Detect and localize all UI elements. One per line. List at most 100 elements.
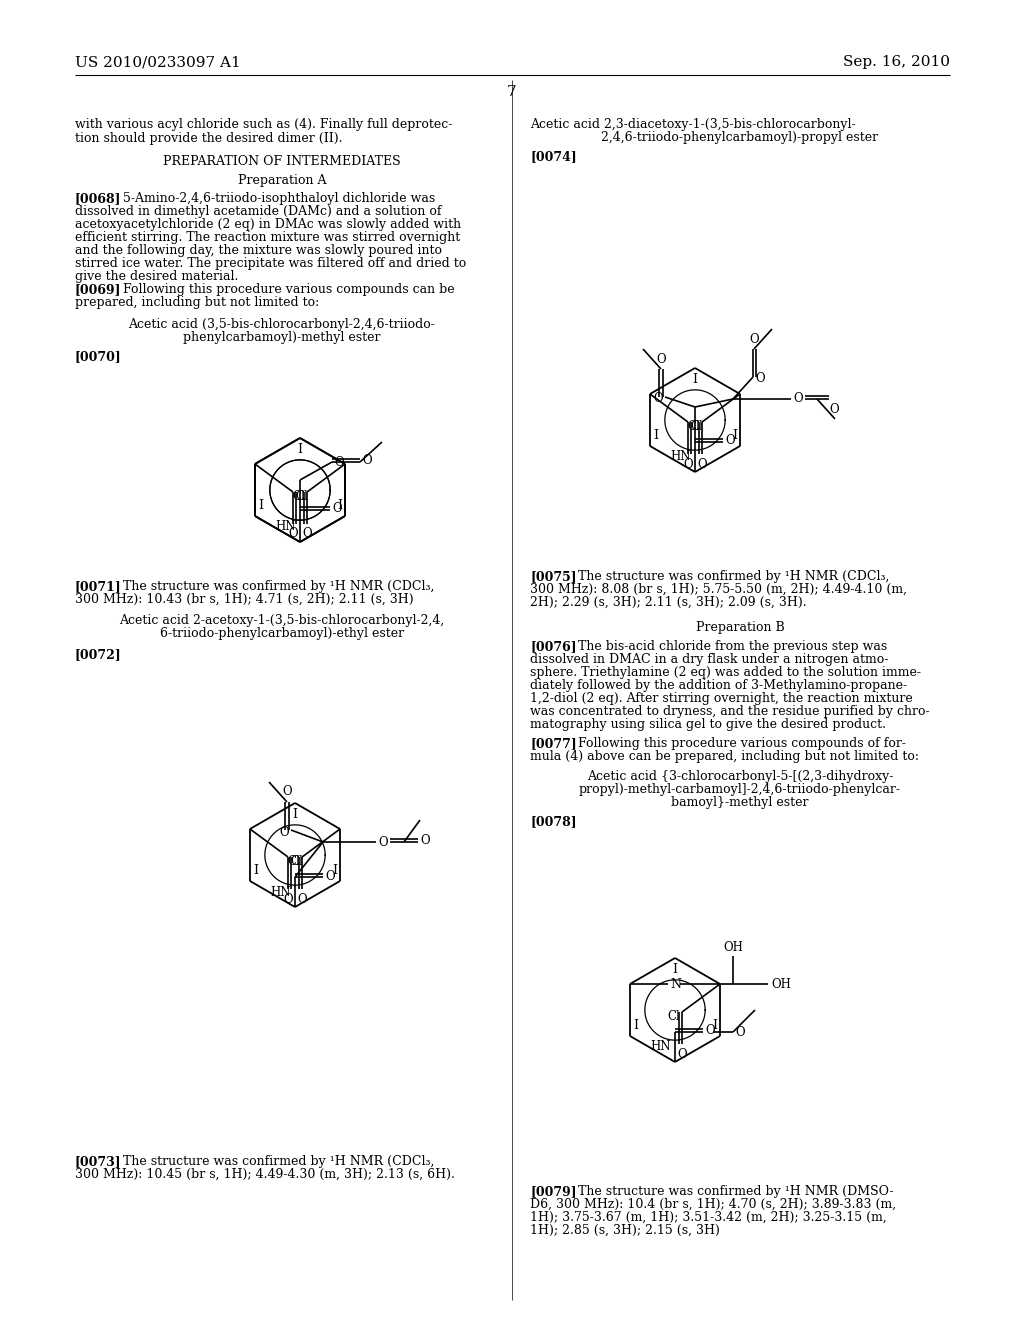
Text: [0077]: [0077] xyxy=(530,737,577,750)
Text: O: O xyxy=(829,403,839,416)
Text: N: N xyxy=(670,978,681,990)
Text: [0075]: [0075] xyxy=(530,570,577,583)
Text: O: O xyxy=(705,1024,715,1038)
Text: 5-Amino-2,4,6-triiodo-isophthaloyl dichloride was: 5-Amino-2,4,6-triiodo-isophthaloyl dichl… xyxy=(123,191,435,205)
Text: O: O xyxy=(420,834,430,847)
Text: I: I xyxy=(633,1019,638,1032)
Text: HN: HN xyxy=(650,1040,671,1053)
Text: Acetic acid {3-chlorocarbonyl-5-[(2,3-dihydroxy-: Acetic acid {3-chlorocarbonyl-5-[(2,3-di… xyxy=(587,770,893,783)
Text: Cl: Cl xyxy=(292,490,305,503)
Text: tion should provide the desired dimer (II).: tion should provide the desired dimer (I… xyxy=(75,132,342,145)
Text: I: I xyxy=(332,865,337,876)
Text: O: O xyxy=(683,458,693,471)
Text: O: O xyxy=(325,870,335,883)
Text: 1H); 2.85 (s, 3H); 2.15 (s, 3H): 1H); 2.85 (s, 3H); 2.15 (s, 3H) xyxy=(530,1224,720,1237)
Text: O: O xyxy=(302,527,312,540)
Text: mula (4) above can be prepared, including but not limited to:: mula (4) above can be prepared, includin… xyxy=(530,750,919,763)
Text: [0072]: [0072] xyxy=(75,648,122,661)
Text: [0070]: [0070] xyxy=(75,350,122,363)
Text: [0079]: [0079] xyxy=(530,1185,577,1199)
Text: O: O xyxy=(334,455,344,469)
Text: 7: 7 xyxy=(507,84,517,99)
Text: I: I xyxy=(712,1019,717,1032)
Text: propyl)-methyl-carbamoyl]-2,4,6-triiodo-phenylcar-: propyl)-methyl-carbamoyl]-2,4,6-triiodo-… xyxy=(579,783,901,796)
Text: 1H); 3.75-3.67 (m, 1H); 3.51-3.42 (m, 2H); 3.25-3.15 (m,: 1H); 3.75-3.67 (m, 1H); 3.51-3.42 (m, 2H… xyxy=(530,1210,887,1224)
Text: Preparation A: Preparation A xyxy=(238,174,327,187)
Text: O: O xyxy=(656,352,666,366)
Text: O: O xyxy=(725,434,734,447)
Text: Cl: Cl xyxy=(295,490,308,503)
Text: 1,2-diol (2 eq). After stirring overnight, the reaction mixture: 1,2-diol (2 eq). After stirring overnigh… xyxy=(530,692,912,705)
Text: give the desired material.: give the desired material. xyxy=(75,271,239,282)
Text: I: I xyxy=(298,444,302,455)
Text: I: I xyxy=(258,499,263,512)
Text: HN: HN xyxy=(270,886,291,899)
Text: PREPARATION OF INTERMEDIATES: PREPARATION OF INTERMEDIATES xyxy=(163,154,400,168)
Text: OH: OH xyxy=(723,941,742,954)
Text: OH: OH xyxy=(771,978,791,990)
Text: Following this procedure various compounds of for-: Following this procedure various compoun… xyxy=(578,737,906,750)
Text: Following this procedure various compounds can be: Following this procedure various compoun… xyxy=(123,282,455,296)
Text: O: O xyxy=(697,458,707,471)
Text: [0074]: [0074] xyxy=(530,150,577,162)
Text: I: I xyxy=(337,499,342,512)
Text: I: I xyxy=(673,964,678,975)
Text: and the following day, the mixture was slowly poured into: and the following day, the mixture was s… xyxy=(75,244,442,257)
Text: I: I xyxy=(732,429,737,442)
Text: efficient stirring. The reaction mixture was stirred overnight: efficient stirring. The reaction mixture… xyxy=(75,231,460,244)
Text: Cl: Cl xyxy=(690,420,702,433)
Text: The structure was confirmed by ¹H NMR (CDCl₃,: The structure was confirmed by ¹H NMR (C… xyxy=(578,570,890,583)
Text: sphere. Triethylamine (2 eq) was added to the solution imme-: sphere. Triethylamine (2 eq) was added t… xyxy=(530,667,921,678)
Text: O: O xyxy=(378,836,388,849)
Text: O: O xyxy=(362,454,372,467)
Text: [0073]: [0073] xyxy=(75,1155,122,1168)
Text: O: O xyxy=(793,392,803,405)
Text: The structure was confirmed by ¹H NMR (CDCl₃,: The structure was confirmed by ¹H NMR (C… xyxy=(123,1155,434,1168)
Text: Acetic acid 2,3-diacetoxy-1-(3,5-bis-chlorocarbonyl-: Acetic acid 2,3-diacetoxy-1-(3,5-bis-chl… xyxy=(530,117,856,131)
Text: HN: HN xyxy=(275,520,296,532)
Text: was concentrated to dryness, and the residue purified by chro-: was concentrated to dryness, and the res… xyxy=(530,705,930,718)
Text: O: O xyxy=(750,333,759,346)
Text: 2,4,6-triiodo-phenylcarbamoyl)-propyl ester: 2,4,6-triiodo-phenylcarbamoyl)-propyl es… xyxy=(601,131,879,144)
Text: Sep. 16, 2010: Sep. 16, 2010 xyxy=(843,55,950,69)
Text: I: I xyxy=(692,374,697,385)
Text: Cl: Cl xyxy=(290,855,303,869)
Text: US 2010/0233097 A1: US 2010/0233097 A1 xyxy=(75,55,241,69)
Text: 300 MHz): 10.43 (br s, 1H); 4.71 (s, 2H); 2.11 (s, 3H): 300 MHz): 10.43 (br s, 1H); 4.71 (s, 2H)… xyxy=(75,593,414,606)
Text: diately followed by the addition of 3-Methylamino-propane-: diately followed by the addition of 3-Me… xyxy=(530,678,907,692)
Text: matography using silica gel to give the desired product.: matography using silica gel to give the … xyxy=(530,718,886,731)
Text: [0071]: [0071] xyxy=(75,579,122,593)
Text: 2H); 2.29 (s, 3H); 2.11 (s, 3H); 2.09 (s, 3H).: 2H); 2.29 (s, 3H); 2.11 (s, 3H); 2.09 (s… xyxy=(530,597,807,609)
Text: I: I xyxy=(253,865,258,876)
Text: O: O xyxy=(332,503,342,516)
Text: 6-triiodo-phenylcarbamoyl)-ethyl ester: 6-triiodo-phenylcarbamoyl)-ethyl ester xyxy=(160,627,404,640)
Text: with various acyl chloride such as (4). Finally full deprotec-: with various acyl chloride such as (4). … xyxy=(75,117,453,131)
Text: Acetic acid 2-acetoxy-1-(3,5-bis-chlorocarbonyl-2,4,: Acetic acid 2-acetoxy-1-(3,5-bis-chloroc… xyxy=(120,614,444,627)
Text: Cl: Cl xyxy=(687,420,700,433)
Text: [0076]: [0076] xyxy=(530,640,577,653)
Text: HN: HN xyxy=(671,450,691,463)
Text: [0069]: [0069] xyxy=(75,282,122,296)
Text: O: O xyxy=(755,372,765,385)
Text: O: O xyxy=(283,785,292,799)
Text: O: O xyxy=(677,1048,687,1061)
Text: I: I xyxy=(293,808,298,821)
Text: [0078]: [0078] xyxy=(530,814,577,828)
Text: prepared, including but not limited to:: prepared, including but not limited to: xyxy=(75,296,319,309)
Text: O: O xyxy=(288,527,298,540)
Text: 300 MHz): 10.45 (br s, 1H); 4.49-4.30 (m, 3H); 2.13 (s, 6H).: 300 MHz): 10.45 (br s, 1H); 4.49-4.30 (m… xyxy=(75,1168,455,1181)
Text: O: O xyxy=(735,1026,744,1039)
Text: Cl: Cl xyxy=(668,1010,680,1023)
Text: The bis-acid chloride from the previous step was: The bis-acid chloride from the previous … xyxy=(578,640,887,653)
Text: Preparation B: Preparation B xyxy=(695,620,784,634)
Text: O: O xyxy=(653,392,663,405)
Text: O: O xyxy=(297,894,307,906)
Text: Cl: Cl xyxy=(288,855,300,869)
Text: stirred ice water. The precipitate was filtered off and dried to: stirred ice water. The precipitate was f… xyxy=(75,257,466,271)
Text: dissolved in dimethyl acetamide (DAMc) and a solution of: dissolved in dimethyl acetamide (DAMc) a… xyxy=(75,205,441,218)
Text: 300 MHz): 8.08 (br s, 1H); 5.75-5.50 (m, 2H); 4.49-4.10 (m,: 300 MHz): 8.08 (br s, 1H); 5.75-5.50 (m,… xyxy=(530,583,907,597)
Text: Acetic acid (3,5-bis-chlorocarbonyl-2,4,6-triiodo-: Acetic acid (3,5-bis-chlorocarbonyl-2,4,… xyxy=(129,318,435,331)
Text: acetoxyacetylchloride (2 eq) in DMAc was slowly added with: acetoxyacetylchloride (2 eq) in DMAc was… xyxy=(75,218,461,231)
Text: bamoyl}-methyl ester: bamoyl}-methyl ester xyxy=(672,796,809,809)
Text: The structure was confirmed by ¹H NMR (DMSO-: The structure was confirmed by ¹H NMR (D… xyxy=(578,1185,894,1199)
